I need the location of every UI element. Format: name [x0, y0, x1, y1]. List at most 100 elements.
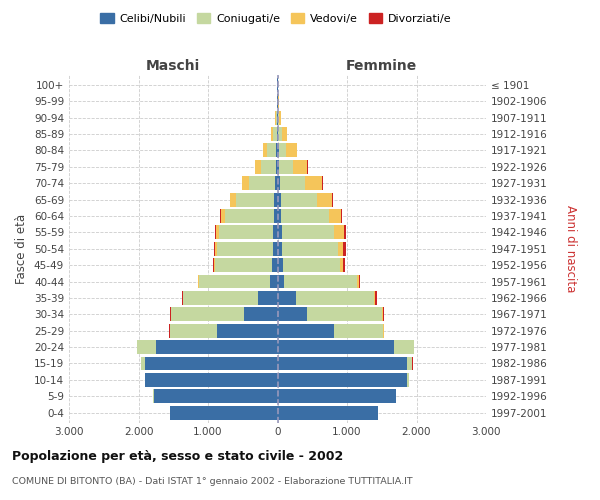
- Bar: [281, 127, 287, 141]
- Bar: [277, 144, 278, 158]
- Bar: [268, 144, 277, 158]
- Bar: [277, 209, 281, 223]
- Bar: [219, 226, 274, 239]
- Bar: [317, 192, 332, 206]
- Bar: [277, 226, 281, 239]
- Bar: [274, 192, 277, 206]
- Bar: [277, 192, 281, 206]
- Bar: [154, 390, 277, 403]
- Bar: [258, 291, 277, 305]
- Bar: [279, 160, 293, 174]
- Bar: [145, 356, 277, 370]
- Bar: [279, 110, 281, 124]
- Bar: [198, 274, 199, 288]
- Bar: [344, 226, 346, 239]
- Bar: [307, 308, 382, 322]
- Bar: [332, 192, 333, 206]
- Bar: [407, 356, 412, 370]
- Bar: [255, 160, 261, 174]
- Bar: [215, 242, 217, 256]
- Bar: [278, 144, 286, 158]
- Bar: [281, 209, 329, 223]
- Bar: [274, 226, 277, 239]
- Bar: [225, 209, 274, 223]
- Bar: [141, 356, 145, 370]
- Bar: [278, 110, 279, 124]
- Text: COMUNE DI BITONTO (BA) - Dati ISTAT 1° gennaio 2002 - Elaborazione TUTTITALIA.IT: COMUNE DI BITONTO (BA) - Dati ISTAT 1° g…: [12, 478, 413, 486]
- Bar: [171, 308, 244, 322]
- Bar: [170, 406, 277, 419]
- Bar: [236, 192, 274, 206]
- Bar: [271, 127, 273, 141]
- Bar: [272, 258, 277, 272]
- Bar: [230, 192, 236, 206]
- Bar: [329, 209, 341, 223]
- Bar: [242, 176, 248, 190]
- Bar: [221, 209, 225, 223]
- Bar: [334, 324, 383, 338]
- Bar: [217, 242, 272, 256]
- Bar: [220, 209, 221, 223]
- Bar: [277, 176, 280, 190]
- Bar: [215, 226, 217, 239]
- Y-axis label: Anni di nascita: Anni di nascita: [564, 205, 577, 292]
- Text: Maschi: Maschi: [146, 60, 200, 74]
- Bar: [275, 176, 277, 190]
- Bar: [277, 356, 407, 370]
- Bar: [338, 242, 343, 256]
- Bar: [278, 127, 281, 141]
- Bar: [261, 160, 276, 174]
- Bar: [277, 324, 334, 338]
- Bar: [276, 160, 277, 174]
- Bar: [284, 274, 357, 288]
- Bar: [407, 373, 409, 387]
- Bar: [217, 226, 219, 239]
- Bar: [263, 144, 268, 158]
- Bar: [275, 110, 276, 124]
- Bar: [197, 274, 198, 288]
- Bar: [277, 274, 284, 288]
- Bar: [156, 340, 277, 354]
- Bar: [281, 192, 317, 206]
- Bar: [212, 258, 214, 272]
- Bar: [277, 406, 378, 419]
- Y-axis label: Fasce di età: Fasce di età: [16, 214, 28, 284]
- Bar: [282, 242, 338, 256]
- Bar: [248, 176, 275, 190]
- Bar: [214, 258, 215, 272]
- Bar: [296, 291, 374, 305]
- Bar: [283, 258, 340, 272]
- Bar: [280, 176, 305, 190]
- Bar: [382, 308, 383, 322]
- Bar: [277, 242, 282, 256]
- Bar: [305, 176, 322, 190]
- Bar: [334, 226, 344, 239]
- Bar: [183, 291, 258, 305]
- Bar: [341, 209, 343, 223]
- Bar: [343, 242, 346, 256]
- Bar: [277, 160, 279, 174]
- Bar: [170, 324, 217, 338]
- Bar: [374, 291, 376, 305]
- Bar: [217, 324, 277, 338]
- Text: Femmine: Femmine: [346, 60, 418, 74]
- Bar: [277, 340, 394, 354]
- Legend: Celibi/Nubili, Coniugati/e, Vedovi/e, Divorziati/e: Celibi/Nubili, Coniugati/e, Vedovi/e, Di…: [98, 10, 454, 26]
- Bar: [215, 258, 272, 272]
- Bar: [293, 160, 307, 174]
- Bar: [340, 258, 343, 272]
- Bar: [274, 209, 277, 223]
- Bar: [277, 127, 278, 141]
- Bar: [286, 144, 296, 158]
- Bar: [281, 226, 334, 239]
- Bar: [277, 291, 296, 305]
- Bar: [359, 274, 360, 288]
- Bar: [277, 258, 283, 272]
- Bar: [244, 308, 277, 322]
- Text: Popolazione per età, sesso e stato civile - 2002: Popolazione per età, sesso e stato civil…: [12, 450, 343, 463]
- Bar: [137, 340, 156, 354]
- Bar: [270, 274, 277, 288]
- Bar: [273, 127, 277, 141]
- Bar: [199, 274, 270, 288]
- Bar: [277, 373, 407, 387]
